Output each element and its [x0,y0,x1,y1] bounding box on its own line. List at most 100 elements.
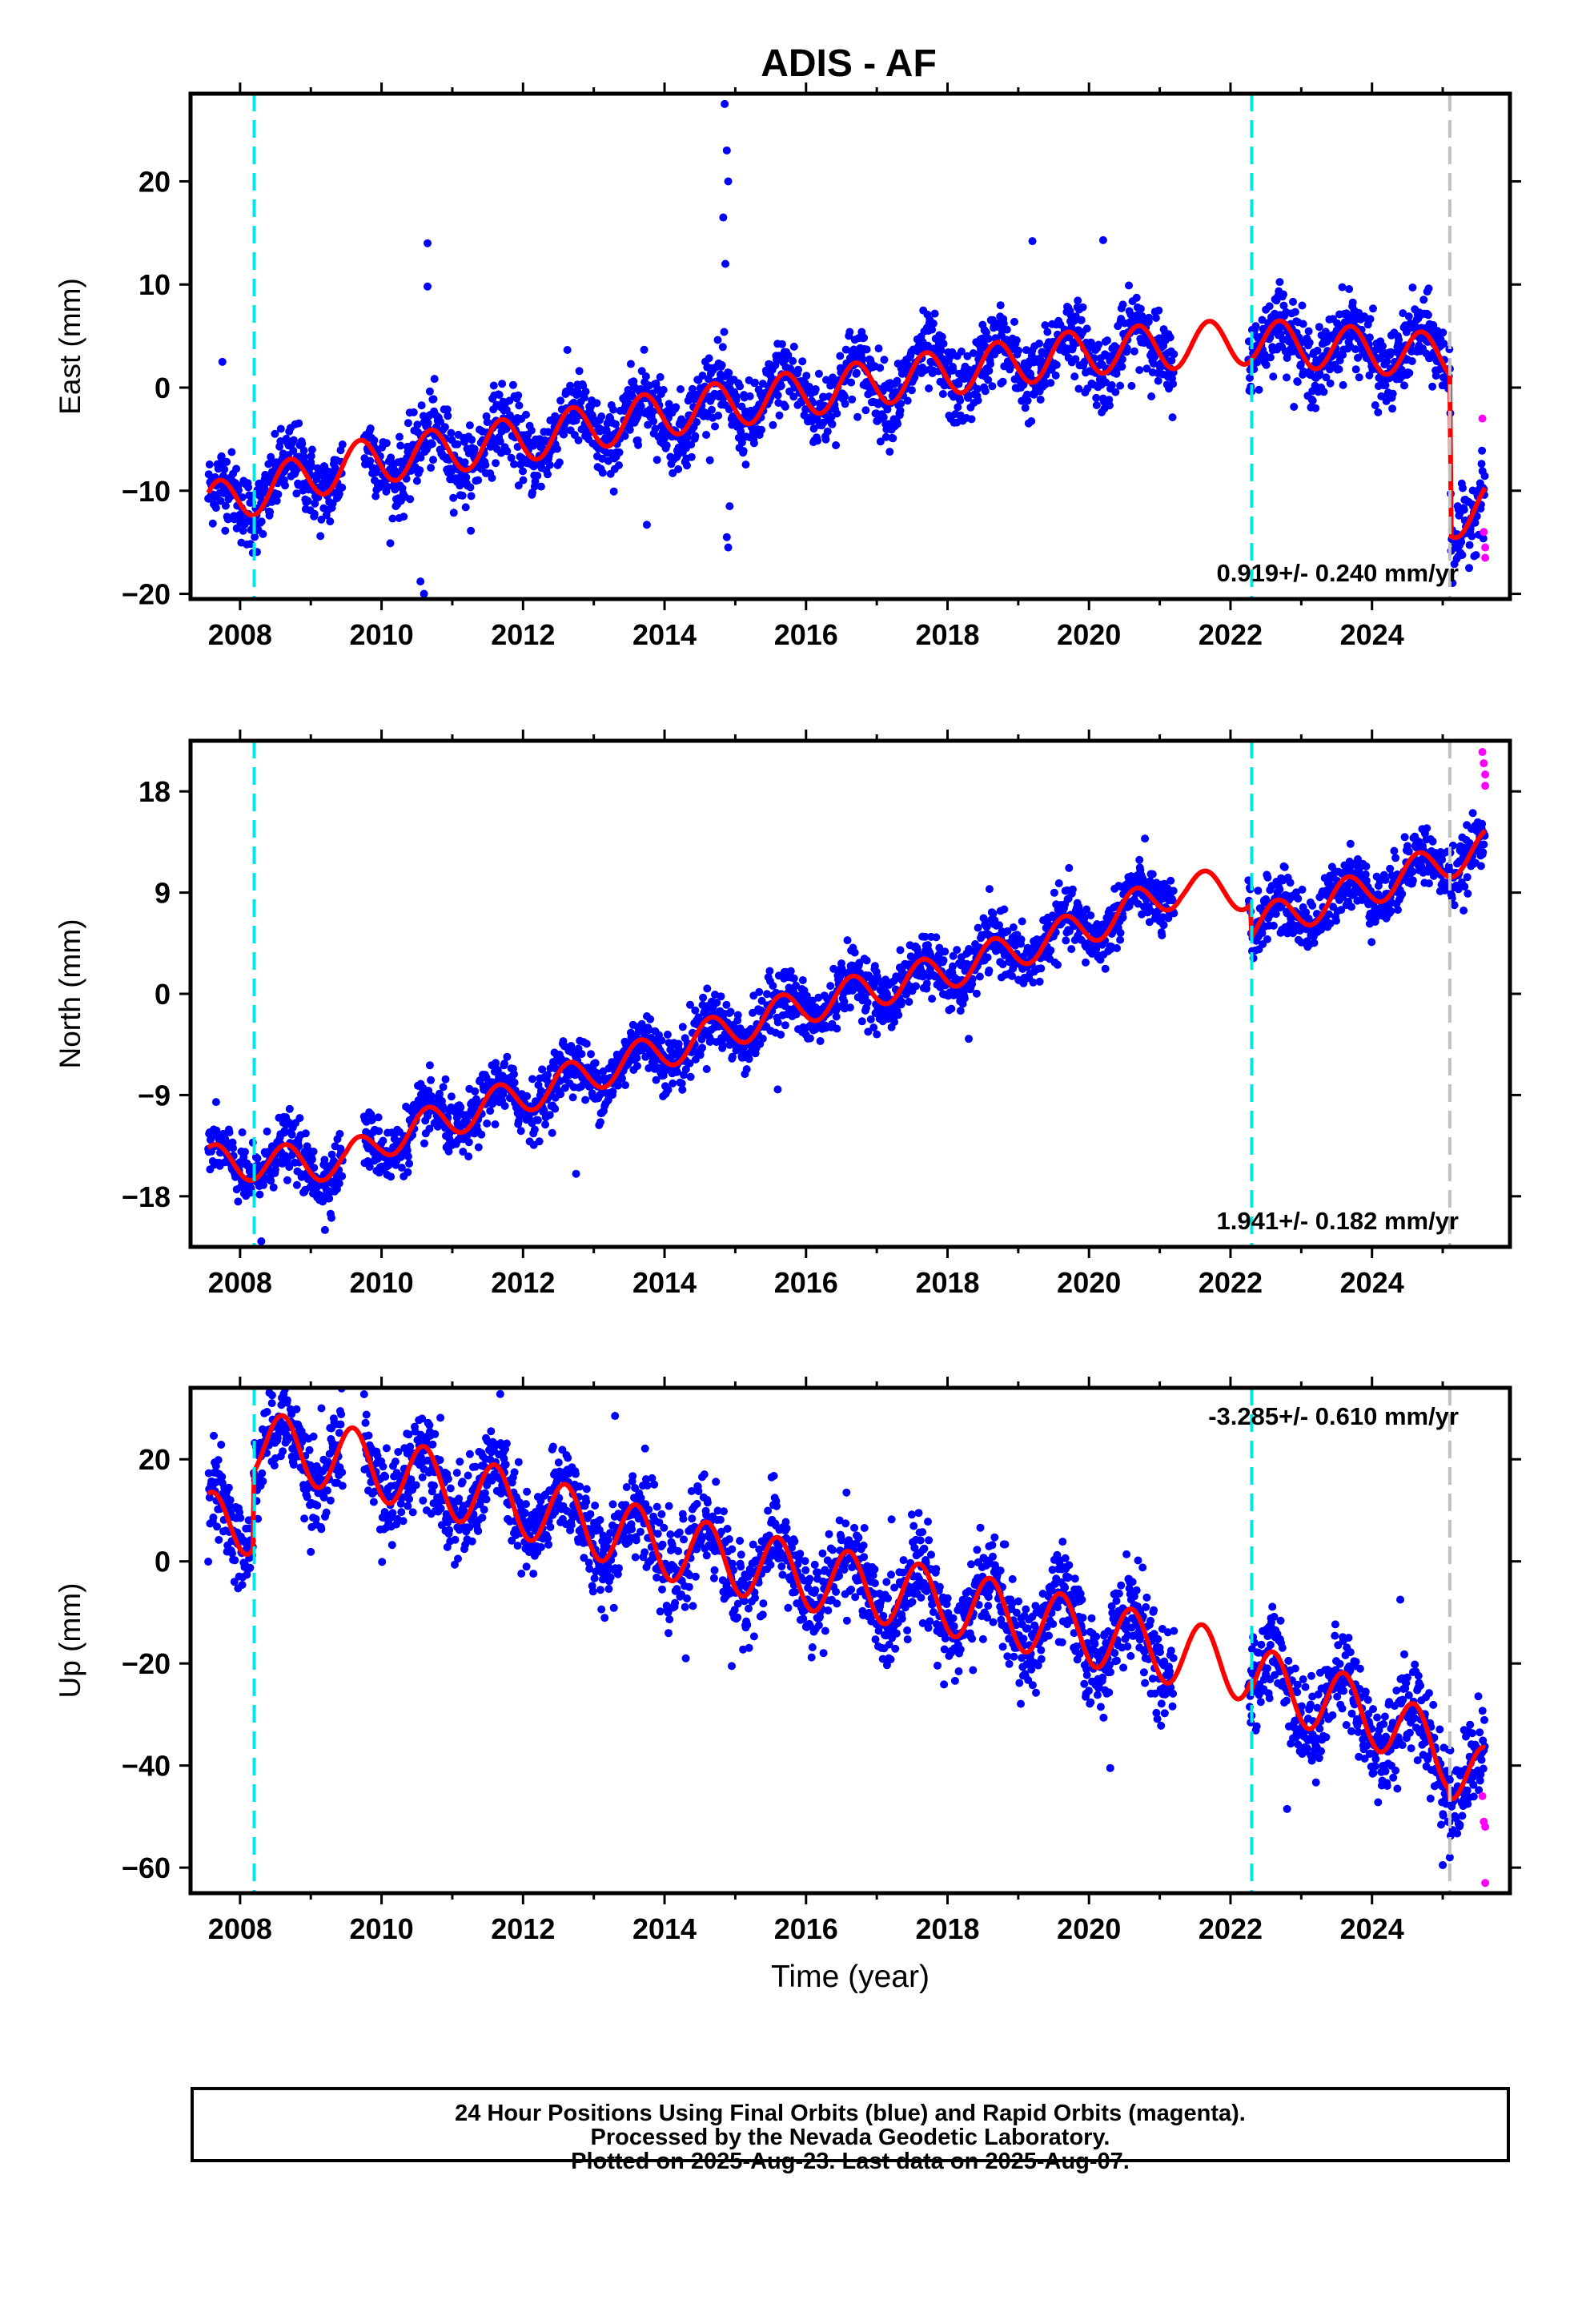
final-orbit-point [462,473,471,481]
final-orbit-point [335,1179,343,1188]
final-orbit-point [1310,939,1319,947]
final-orbit-point [769,982,777,990]
final-orbit-point [1388,389,1397,398]
final-orbit-point [555,458,564,467]
final-orbit-point [467,526,476,535]
final-orbit-point [736,382,745,391]
final-orbit-point [456,1103,465,1112]
final-orbit-point [698,372,707,380]
final-orbit-point [1086,911,1095,920]
final-orbit-point [460,458,469,467]
final-orbit-outlier [420,589,428,598]
final-orbit-point [1408,283,1417,292]
y-tick-label: 20 [139,165,171,198]
final-orbit-point [1127,381,1136,390]
final-orbit-point [847,378,856,387]
final-orbit-point [581,1096,590,1104]
final-orbit-point [1472,551,1480,560]
final-orbit-point [883,405,892,414]
final-orbit-point [316,532,325,541]
final-orbit-point [404,419,412,428]
final-orbit-point [674,464,683,473]
final-orbit-point [691,1006,700,1015]
final-orbit-point [285,1104,294,1113]
final-orbit-point [1289,297,1297,306]
final-orbit-point [471,1087,480,1096]
final-orbit-point [985,885,994,894]
final-orbit-point [960,994,969,1003]
final-orbit-point [581,388,590,396]
final-orbit-point [615,461,623,469]
final-orbit-point [798,976,807,984]
final-orbit-point [922,979,931,988]
final-orbit-point [998,377,1007,386]
final-orbit-point [251,533,259,541]
final-orbit-point [972,989,981,998]
final-orbit-point [527,426,536,435]
final-orbit-point [717,361,726,369]
final-orbit-point [259,529,267,538]
final-orbit-point [932,933,941,942]
final-orbit-point [519,467,527,476]
final-orbit-outlier [416,577,425,586]
final-orbit-point [449,509,458,517]
final-orbit-point [298,440,307,448]
final-orbit-point [1132,293,1141,302]
final-orbit-point [664,1085,673,1094]
final-orbit-point [843,936,852,945]
final-orbit-point [781,402,789,411]
final-orbit-point [924,341,932,350]
final-orbit-point [722,1000,731,1009]
final-orbit-point [633,1062,641,1071]
final-orbit-point [1043,328,1052,336]
final-orbit-point [1078,303,1087,312]
final-orbit-point [464,1138,473,1147]
final-orbit-point [1166,333,1174,342]
final-orbit-point [634,440,643,449]
final-orbit-point [929,320,938,328]
final-orbit-point [781,1021,789,1030]
final-orbit-point [516,460,525,468]
final-orbit-point [845,1003,854,1012]
final-orbit-point [615,448,624,456]
final-orbit-point [1468,532,1476,541]
final-orbit-point [889,434,897,443]
final-orbit-point [903,396,912,405]
final-orbit-point [326,517,335,526]
final-orbit-point [530,1125,539,1134]
rapid-orbit-point [1480,528,1488,537]
final-orbit-point [241,1148,249,1156]
final-orbit-point [1348,298,1357,307]
panel-east: 2008 2010 2012 2014 2016 2018 2020 2022 2024−20−… [54,82,1521,651]
final-orbit-point [1369,304,1377,313]
final-orbit-point [1116,381,1125,390]
final-orbit-point [1067,945,1076,954]
final-orbit-point [582,1039,591,1048]
final-orbit-point [338,1172,347,1180]
final-orbit-point [307,1155,316,1164]
final-orbit-point [1298,885,1307,894]
final-orbit-point [309,1148,318,1156]
final-orbit-point [325,1194,334,1203]
final-orbit-point [465,421,474,430]
final-orbit-point [632,1054,641,1063]
final-orbit-point [271,429,279,438]
final-orbit-point [1107,381,1116,389]
final-orbit-point [1299,320,1307,328]
final-orbit-point [503,447,512,456]
final-orbit-point [662,441,671,450]
final-orbit-point [447,1092,456,1101]
final-orbit-point [409,408,418,416]
final-orbit-point [510,460,518,468]
final-orbit-point [869,1023,878,1032]
rapid-orbit-point [1481,553,1490,562]
final-orbit-point [640,345,648,354]
final-orbit-point [1159,921,1168,930]
final-orbit-point [985,367,994,375]
rapid-orbit-point [1478,414,1487,423]
final-orbit-point [492,459,500,468]
final-orbit-point [371,492,380,501]
final-orbit-point [1367,938,1376,947]
final-orbit-point [1135,366,1144,375]
final-orbit-point [295,1114,304,1123]
